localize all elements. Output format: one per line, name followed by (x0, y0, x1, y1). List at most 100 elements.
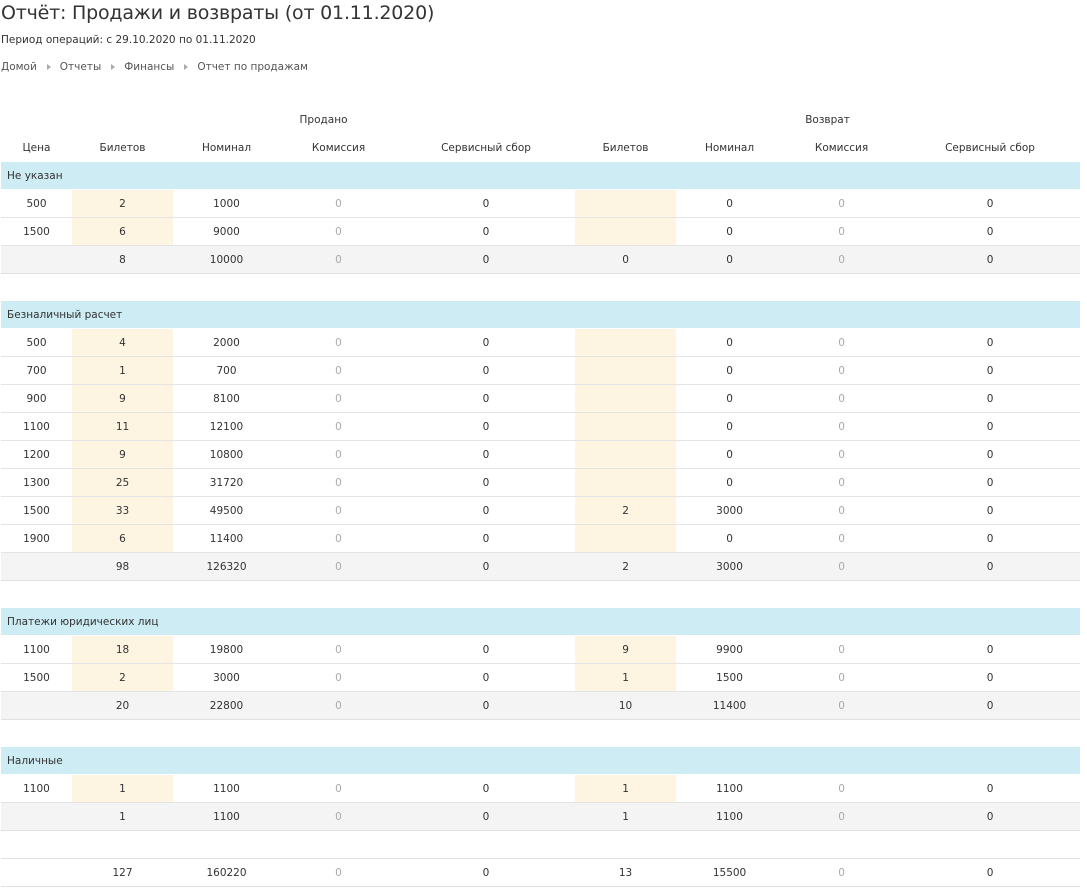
col-sold-service-fee: Сервисный сбор (441, 142, 531, 154)
cell-sold-commission: 0 (280, 858, 397, 887)
cell-sold-nominal: 1100 (173, 774, 280, 803)
table-row: 1100 1 1100 0 0 1 1100 0 0 (1, 774, 1081, 803)
cell-returned-service-fee: 0 (900, 412, 1081, 441)
cell-returned-commission: 0 (783, 412, 901, 441)
cell-returned-service-fee: 0 (900, 384, 1081, 413)
cell-returned-commission: 0 (783, 496, 901, 525)
cell-returned-nominal: 11400 (676, 691, 784, 720)
cell-returned-tickets: 2 (575, 552, 677, 581)
cell-returned-service-fee: 0 (900, 663, 1081, 692)
cell-returned-service-fee: 0 (900, 691, 1081, 720)
cell-sold-nominal: 10000 (173, 245, 280, 274)
table-row: 900 9 8100 0 0 0 0 0 (1, 384, 1081, 413)
cell-returned-service-fee: 0 (900, 774, 1081, 803)
table-row: 500 2 1000 0 0 0 0 0 (1, 189, 1081, 218)
col-returned-commission: Комиссия (814, 142, 869, 154)
cell-returned-service-fee: 0 (900, 189, 1081, 218)
cell-returned-tickets (575, 412, 677, 441)
cell-sold-nominal: 49500 (173, 496, 280, 525)
cell-returned-tickets: 13 (575, 858, 677, 887)
cell-returned-tickets: 1 (575, 663, 677, 692)
section-title: Безналичный расчет (1, 301, 1081, 329)
cell-sold-service-fee: 0 (397, 691, 576, 720)
cell-returned-nominal: 15500 (676, 858, 784, 887)
cell-sold-commission: 0 (280, 635, 397, 664)
cell-returned-tickets: 9 (575, 635, 677, 664)
cell-sold-tickets: 9 (72, 384, 173, 413)
cell-returned-tickets: 10 (575, 691, 677, 720)
cell-sold-service-fee: 0 (397, 245, 576, 274)
cell-sold-tickets: 1 (72, 356, 173, 385)
cell-returned-nominal: 0 (676, 468, 784, 497)
sales-returns-table: Продано Возврат Цена Билетов Номинал Ком… (1, 106, 1081, 887)
breadcrumb-sales-report[interactable]: Отчет по продажам (197, 61, 308, 73)
cell-returned-commission: 0 (783, 189, 901, 218)
cell-sold-nominal: 700 (173, 356, 280, 385)
cell-returned-nominal: 1500 (676, 663, 784, 692)
breadcrumb-separator-icon (111, 64, 116, 70)
section-title: Не указан (1, 162, 1081, 190)
col-returned-service-fee: Сервисный сбор (945, 142, 1035, 154)
cell-sold-nominal: 126320 (173, 552, 280, 581)
cell-sold-commission: 0 (280, 774, 397, 803)
cell-price: 1100 (1, 635, 72, 664)
cell-returned-tickets (575, 384, 677, 413)
cell-sold-nominal: 3000 (173, 663, 280, 692)
cell-sold-nominal: 19800 (173, 635, 280, 664)
cell-sold-tickets: 1 (72, 802, 173, 831)
group-returned: Возврат (805, 114, 850, 126)
cell-price: 1500 (1, 663, 72, 692)
cell-sold-service-fee: 0 (397, 802, 576, 831)
breadcrumb-home[interactable]: Домой (1, 61, 37, 73)
cell-returned-commission: 0 (783, 524, 901, 553)
group-sold: Продано (299, 114, 348, 126)
cell-returned-service-fee: 0 (900, 496, 1081, 525)
cell-price: 1500 (1, 217, 72, 246)
breadcrumb: Домой Отчеты Финансы Отчет по продажам (1, 61, 308, 73)
spacer-row (1, 274, 1080, 302)
cell-returned-nominal: 0 (676, 328, 784, 357)
cell-sold-service-fee: 0 (397, 858, 576, 887)
cell-returned-tickets (575, 440, 677, 469)
cell-sold-tickets: 25 (72, 468, 173, 497)
cell-returned-service-fee: 0 (900, 802, 1081, 831)
table-row: 1500 33 49500 0 0 2 3000 0 0 (1, 496, 1081, 525)
col-sold-nominal: Номинал (201, 142, 252, 154)
cell-sold-tickets: 18 (72, 635, 173, 664)
spacer-row (1, 581, 1080, 609)
section-header-row: Безналичный расчет (1, 301, 1081, 329)
table-row: 1300 25 31720 0 0 0 0 0 (1, 468, 1081, 497)
cell-returned-commission: 0 (783, 217, 901, 246)
cell-returned-nominal: 1100 (676, 774, 784, 803)
col-price: Цена (22, 142, 51, 154)
table-row: 500 4 2000 0 0 0 0 0 (1, 328, 1081, 357)
cell-price (1, 552, 72, 581)
breadcrumb-separator-icon (184, 64, 189, 70)
cell-returned-tickets: 0 (575, 245, 677, 274)
cell-returned-commission: 0 (783, 245, 901, 274)
cell-sold-tickets: 33 (72, 496, 173, 525)
cell-sold-nominal: 160220 (173, 858, 280, 887)
cell-returned-service-fee: 0 (900, 356, 1081, 385)
section-title: Наличные (1, 747, 1081, 775)
page-title: Отчёт: Продажи и возвраты (от 01.11.2020… (1, 2, 435, 24)
cell-returned-service-fee: 0 (900, 440, 1081, 469)
cell-returned-tickets (575, 356, 677, 385)
table-row: 1900 6 11400 0 0 0 0 0 (1, 524, 1081, 553)
cell-returned-nominal: 0 (676, 356, 784, 385)
cell-sold-service-fee: 0 (397, 217, 576, 246)
cell-returned-commission: 0 (783, 328, 901, 357)
breadcrumb-reports[interactable]: Отчеты (59, 61, 102, 73)
cell-returned-commission: 0 (783, 552, 901, 581)
breadcrumb-finance[interactable]: Финансы (124, 61, 175, 73)
section-header-row: Не указан (1, 162, 1081, 190)
cell-sold-tickets: 4 (72, 328, 173, 357)
cell-returned-nominal: 3000 (676, 496, 784, 525)
cell-sold-service-fee: 0 (397, 635, 576, 664)
cell-returned-service-fee: 0 (900, 245, 1081, 274)
cell-sold-service-fee: 0 (397, 356, 576, 385)
cell-price (1, 802, 72, 831)
cell-sold-commission: 0 (280, 217, 397, 246)
cell-returned-nominal: 0 (676, 217, 784, 246)
cell-returned-commission: 0 (783, 774, 901, 803)
